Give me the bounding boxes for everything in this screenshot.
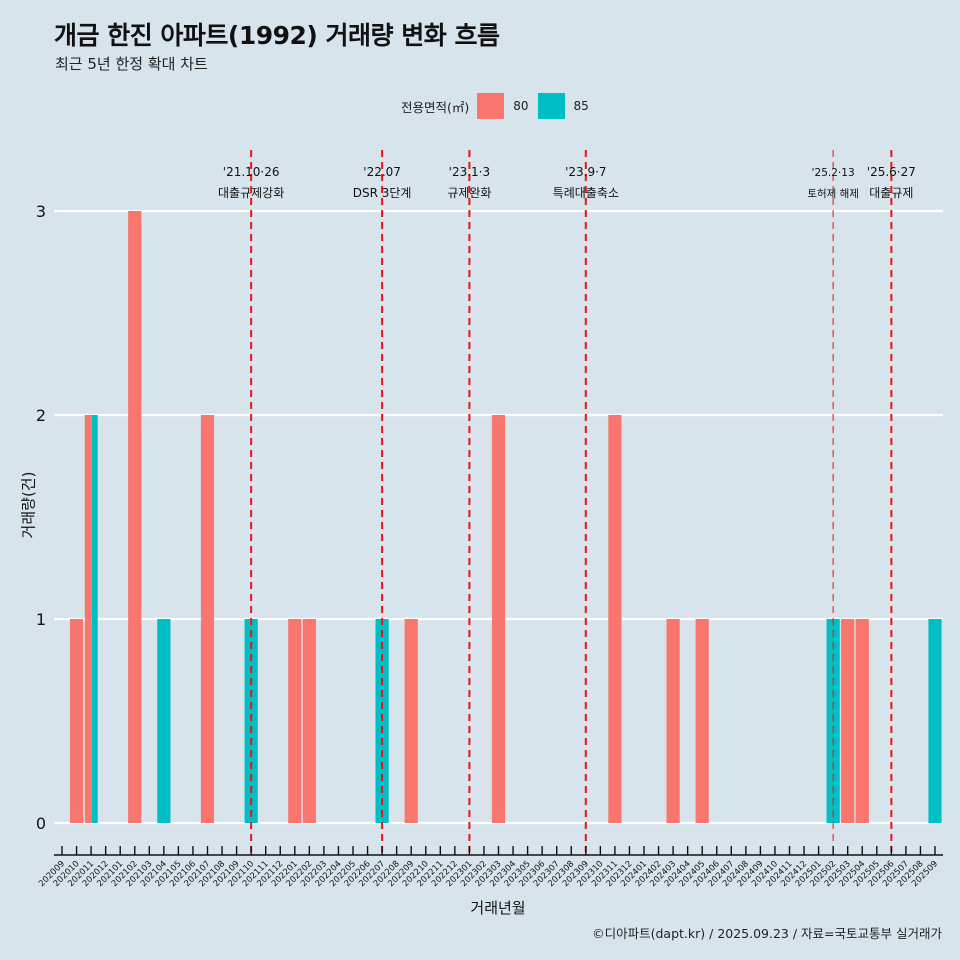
legend: 전용면적(㎡) 80 85	[401, 93, 598, 119]
bar-80-202405	[695, 619, 709, 823]
annotation-label: DSR 3단계	[353, 186, 412, 200]
annotation-label: 특례대출축소	[553, 186, 619, 200]
caption: ©디아파트(dapt.kr) / 2025.09.23 / 자료=국토교통부 실…	[592, 926, 942, 941]
annotation-label: 규제완화	[447, 186, 491, 200]
bar-80-202011	[84, 415, 92, 823]
y-tick-label: 0	[36, 814, 46, 833]
bar-80-202201	[288, 619, 302, 823]
bar-80-202311	[608, 415, 622, 823]
y-axis-title: 거래량(건)	[19, 471, 38, 539]
bar-80-202504	[855, 619, 869, 823]
annotation-date: '22.07	[363, 165, 401, 179]
legend-swatch-85	[537, 93, 565, 119]
annotation-date: '23.9·7	[565, 165, 606, 179]
bar-85-202104	[157, 619, 171, 823]
bar-80-202202	[302, 619, 316, 823]
y-tick-label: 2	[36, 406, 46, 425]
legend-label-85: 85	[573, 99, 589, 113]
chart-subtitle: 최근 5년 한정 확대 차트	[55, 55, 208, 73]
chart-title: 개금 한진 아파트(1992) 거래량 변화 흐름	[54, 21, 500, 50]
x-axis-title: 거래년월	[470, 899, 526, 917]
bar-80-202209	[404, 619, 418, 823]
legend-swatch-80	[477, 93, 505, 119]
bar-85-202011	[91, 415, 98, 823]
bar-80-202102	[128, 211, 142, 823]
annotation-date: '25.6·27	[867, 165, 916, 179]
bar-80-202303	[491, 415, 506, 823]
annotation-label: 대출규제강화	[218, 186, 284, 200]
bar-80-202107	[200, 415, 215, 823]
annotation-date: '23.1·3	[449, 165, 490, 179]
y-tick-label: 3	[36, 202, 46, 221]
legend-title: 전용면적(㎡)	[401, 99, 470, 115]
bar-85-202509	[928, 619, 942, 823]
annotation-label: 토허제 해제	[807, 187, 859, 200]
annotation-date: '21.10·26	[223, 165, 280, 179]
bar-80-202403	[666, 619, 680, 823]
legend-label-80: 80	[513, 99, 529, 113]
annotation-date: '25.2·13	[812, 167, 855, 179]
bar-80-202503	[841, 619, 855, 823]
annotation-label: 대출규제	[869, 186, 913, 200]
y-tick-label: 1	[36, 610, 46, 629]
bar-80-202010	[69, 619, 84, 823]
